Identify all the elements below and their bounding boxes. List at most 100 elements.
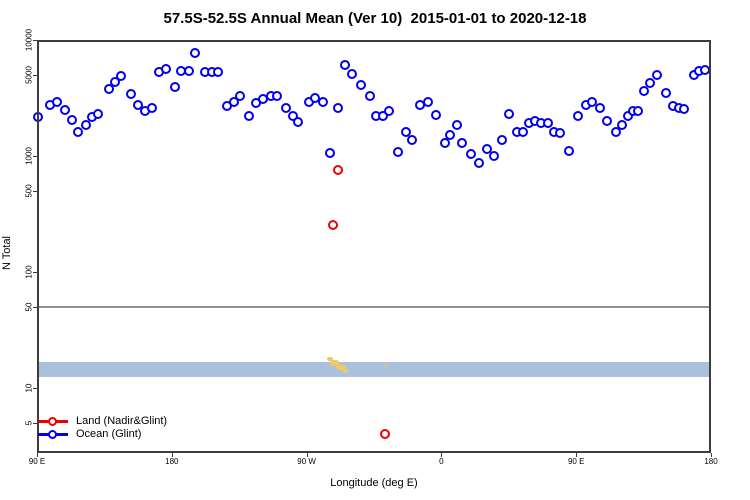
ocean-point xyxy=(451,120,462,131)
land-map-patch xyxy=(384,365,387,368)
x-tick xyxy=(441,453,443,457)
ocean-point xyxy=(678,103,689,114)
ocean-point xyxy=(638,85,649,96)
ocean-point xyxy=(318,96,329,107)
latitude-map-band xyxy=(37,361,711,378)
ocean-point xyxy=(235,90,246,101)
ocean-point xyxy=(184,65,195,76)
ocean-point xyxy=(496,134,507,145)
y-tick-label: 5 xyxy=(24,420,34,426)
land-map-patch xyxy=(326,357,333,362)
ocean-point xyxy=(288,110,299,121)
land-map-patch xyxy=(342,369,348,373)
chart-legend: Land (Nadir&Glint) Ocean (Glint) xyxy=(38,415,167,441)
y-axis-label: N Total xyxy=(1,235,13,271)
legend-item-land: Land (Nadir&Glint) xyxy=(38,415,167,428)
ocean-point xyxy=(430,109,441,120)
y-tick xyxy=(33,40,37,41)
ocean-point xyxy=(456,138,467,149)
ocean-point xyxy=(213,67,224,78)
ocean-point xyxy=(67,114,78,125)
y-tick-label: 10 xyxy=(24,383,34,393)
land-point xyxy=(380,428,391,439)
y-tick xyxy=(33,156,37,157)
ocean-point xyxy=(563,145,574,156)
ocean-point xyxy=(401,126,411,137)
legend-label-land: Land (Nadir&Glint) xyxy=(76,415,168,427)
ocean-point xyxy=(133,100,144,111)
ocean-point xyxy=(244,111,255,122)
ocean-point xyxy=(281,102,292,113)
ocean-point xyxy=(170,81,181,92)
x-tick-label: 90 E xyxy=(567,457,585,466)
ocean-point xyxy=(601,115,612,126)
y-tick-label: 5000 xyxy=(24,66,34,84)
ocean-point xyxy=(325,147,336,158)
land-point xyxy=(328,219,339,230)
ocean-point xyxy=(632,105,643,116)
ocean-point xyxy=(422,97,433,108)
x-tick xyxy=(306,453,308,457)
x-tick xyxy=(576,453,578,457)
x-axis-label: Longitude (deg E) xyxy=(330,477,418,489)
ocean-point xyxy=(110,77,121,88)
ocean-point xyxy=(229,96,240,107)
ocean-point xyxy=(465,148,476,159)
ocean-point xyxy=(660,87,671,98)
ocean-point xyxy=(610,127,621,138)
ocean-point xyxy=(699,64,710,75)
ocean-point xyxy=(104,84,115,95)
ocean-point xyxy=(406,134,417,145)
ocean-point xyxy=(147,102,158,113)
ocean-point xyxy=(340,60,351,71)
plot-area xyxy=(33,40,711,453)
ocean-series-marker-icon xyxy=(38,428,68,441)
y-tick-label: 50 xyxy=(24,302,34,312)
x-tick xyxy=(711,453,712,457)
ocean-point xyxy=(554,128,565,139)
y-tick-label: 1000 xyxy=(24,147,34,165)
ocean-point xyxy=(616,119,627,130)
ocean-point xyxy=(356,79,367,90)
ocean-point xyxy=(488,150,499,161)
ocean-point xyxy=(503,108,514,119)
ocean-point xyxy=(542,117,553,128)
ocean-point xyxy=(572,111,583,122)
y-tick xyxy=(33,272,37,273)
x-tick xyxy=(37,453,38,457)
ocean-point xyxy=(651,70,662,81)
ocean-point xyxy=(481,144,492,155)
ocean-point xyxy=(333,102,343,113)
y-tick xyxy=(33,422,37,424)
ocean-point xyxy=(347,68,358,79)
x-tick-label: 90 W xyxy=(297,457,316,466)
ocean-point xyxy=(383,106,394,117)
y-tick xyxy=(33,190,37,192)
ocean-point xyxy=(126,88,137,99)
ocean-point xyxy=(272,91,283,102)
x-tick-label: 90 E xyxy=(28,457,46,466)
land-map-patch xyxy=(335,364,347,370)
ocean-point xyxy=(52,96,63,107)
ocean-point xyxy=(586,96,597,107)
legend-item-ocean: Ocean (Glint) xyxy=(38,428,167,441)
ocean-point xyxy=(60,104,71,115)
y-tick-label: 100 xyxy=(24,265,34,279)
ocean-point xyxy=(377,111,388,122)
ocean-point xyxy=(116,71,127,82)
ocean-point xyxy=(594,102,605,113)
y-tick xyxy=(33,74,37,76)
reference-line-50 xyxy=(37,305,711,308)
ocean-point xyxy=(161,63,172,74)
ocean-point xyxy=(517,127,528,138)
ocean-point xyxy=(33,112,44,123)
ocean-point xyxy=(444,130,455,141)
x-tick-label: 180 xyxy=(704,457,718,466)
ocean-point xyxy=(644,78,655,89)
ocean-point xyxy=(190,48,201,59)
legend-label-ocean: Ocean (Glint) xyxy=(76,428,142,440)
x-tick-label: 180 xyxy=(165,457,179,466)
land-point xyxy=(333,165,343,176)
ocean-point xyxy=(392,146,403,157)
